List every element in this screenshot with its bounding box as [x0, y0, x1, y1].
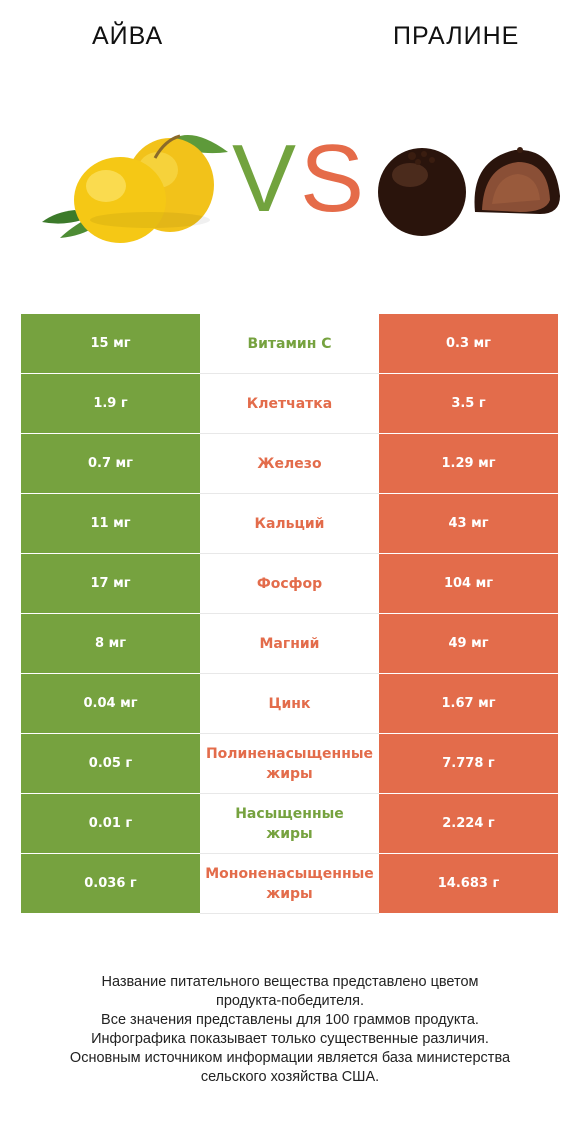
- praline-image: [378, 147, 560, 236]
- left-value: 0.01 г: [21, 794, 200, 854]
- comparison-row: 0.036 г Мононенасыщенные жиры 14.683 г: [21, 854, 558, 914]
- left-value: 11 мг: [21, 494, 200, 554]
- left-product-title: АЙВА: [92, 22, 164, 50]
- comparison-row: 17 мг Фосфор 104 мг: [21, 554, 558, 614]
- footnote-line: Основным источником информации является …: [69, 1050, 511, 1066]
- right-value: 49 мг: [379, 614, 558, 674]
- quince-image: [42, 134, 228, 243]
- nutrient-name: Цинк: [200, 674, 379, 734]
- hero-illustration: [42, 134, 560, 243]
- right-value: 2.224 г: [379, 794, 558, 854]
- right-value: 43 мг: [379, 494, 558, 554]
- footnote-line: Инфографика показывает только существенн…: [91, 1031, 489, 1047]
- left-value: 0.036 г: [21, 854, 200, 914]
- footnote-line: Название питательного вещества представл…: [101, 974, 479, 990]
- left-value: 15 мг: [21, 314, 200, 374]
- comparison-row: 0.05 г Полиненасыщенные жиры 7.778 г: [21, 734, 558, 794]
- comparison-row: 1.9 г Клетчатка 3.5 г: [21, 374, 558, 434]
- right-value: 104 мг: [379, 554, 558, 614]
- footnote-line: сельского хозяйства США.: [200, 1069, 380, 1085]
- comparison-row: 11 мг Кальций 43 мг: [21, 494, 558, 554]
- right-value: 3.5 г: [379, 374, 558, 434]
- left-value: 0.05 г: [21, 734, 200, 794]
- comparison-row: 15 мг Витамин C 0.3 мг: [21, 314, 558, 374]
- footnote: Название питательного вещества представл…: [0, 973, 580, 1087]
- vs-s: S: [300, 125, 369, 232]
- footnote-line: Все значения представлены для 100 граммо…: [101, 1012, 479, 1028]
- left-value: 17 мг: [21, 554, 200, 614]
- nutrient-name: Клетчатка: [200, 374, 379, 434]
- comparison-row: 8 мг Магний 49 мг: [21, 614, 558, 674]
- right-value: 0.3 мг: [379, 314, 558, 374]
- nutrient-name: Кальций: [200, 494, 379, 554]
- footnote-line: продукта-победителя.: [215, 993, 365, 1009]
- comparison-row: 0.7 мг Железо 1.29 мг: [21, 434, 558, 494]
- left-value: 8 мг: [21, 614, 200, 674]
- right-value: 7.778 г: [379, 734, 558, 794]
- vs-v: V: [232, 125, 301, 232]
- nutrient-name: Фосфор: [200, 554, 379, 614]
- nutrient-name: Полиненасыщенные жиры: [200, 734, 379, 794]
- left-value: 0.7 мг: [21, 434, 200, 494]
- right-product-title: ПРАЛИНЕ: [393, 22, 520, 50]
- nutrient-name: Железо: [200, 434, 379, 494]
- vs-label: VS: [232, 131, 368, 227]
- left-value: 1.9 г: [21, 374, 200, 434]
- comparison-row: 0.04 мг Цинк 1.67 мг: [21, 674, 558, 734]
- nutrient-name: Мононенасыщенные жиры: [200, 854, 379, 914]
- right-value: 1.67 мг: [379, 674, 558, 734]
- nutrient-name: Магний: [200, 614, 379, 674]
- nutrient-name: Насыщенные жиры: [200, 794, 379, 854]
- comparison-row: 0.01 г Насыщенные жиры 2.224 г: [21, 794, 558, 854]
- left-value: 0.04 мг: [21, 674, 200, 734]
- nutrient-name: Витамин C: [200, 314, 379, 374]
- right-value: 14.683 г: [379, 854, 558, 914]
- right-value: 1.29 мг: [379, 434, 558, 494]
